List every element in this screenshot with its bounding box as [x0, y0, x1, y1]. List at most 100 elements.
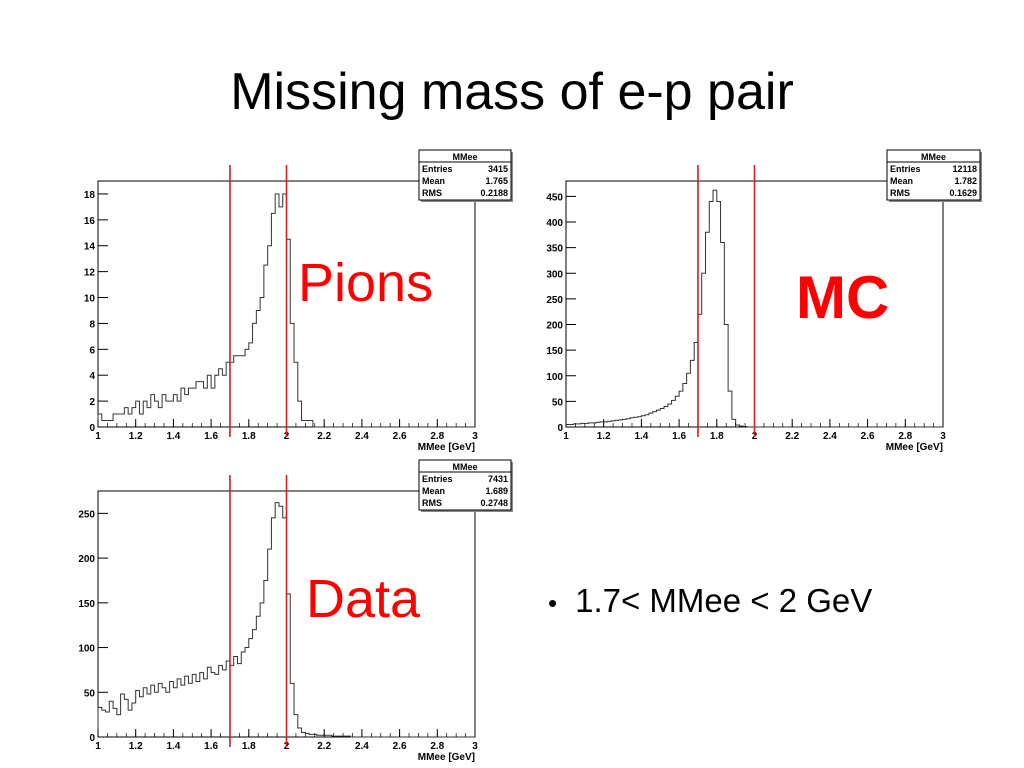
histogram-bin [660, 409, 664, 427]
histogram-bin [222, 670, 226, 737]
x-tick-label: 1.4 [166, 741, 180, 752]
histogram-bin [687, 373, 691, 427]
x-tick-label: 2.2 [317, 741, 331, 752]
histogram-bin [215, 674, 219, 737]
histogram-bin [260, 603, 264, 737]
y-tick-label: 6 [89, 345, 95, 356]
histogram-bin [260, 298, 264, 427]
slide-title: Missing mass of e-p pair [230, 63, 794, 121]
x-tick-label: 3 [472, 741, 478, 752]
histogram-bin [690, 360, 694, 427]
histogram-bin [268, 246, 272, 427]
histogram-bin [683, 383, 687, 427]
histogram-bin [162, 395, 166, 427]
x-tick-label: 2.8 [430, 741, 444, 752]
histogram-bin [268, 549, 272, 737]
stats-key: RMS [422, 498, 442, 508]
histogram-bin [207, 375, 211, 427]
histogram-bin [653, 412, 657, 427]
histogram-bin [271, 518, 275, 737]
stats-value: 12118 [952, 164, 977, 174]
stats-value: 1.689 [485, 486, 508, 496]
histogram-bin [147, 408, 151, 427]
y-tick-label: 350 [546, 244, 563, 255]
x-tick-label: 2.6 [393, 741, 407, 752]
histogram-bin [136, 690, 140, 737]
histogram-bin [166, 692, 170, 737]
stats-box [418, 149, 512, 201]
histogram-bin [271, 213, 275, 427]
histogram-bin [173, 688, 177, 737]
stats-value: 0.2748 [480, 498, 508, 508]
stats-value: 3415 [488, 164, 508, 174]
histogram-bin [638, 417, 642, 427]
histogram-bin [290, 683, 294, 737]
histogram-bin [589, 423, 593, 427]
panel-label-pions: Pions [298, 253, 434, 313]
y-tick-label: 450 [546, 192, 563, 203]
histogram-bin [600, 422, 604, 427]
histogram-bin [185, 395, 189, 427]
histogram-bin [132, 408, 136, 427]
histogram-bin [275, 503, 279, 737]
x-tick-label: 1.6 [204, 741, 218, 752]
histogram-bin [207, 667, 211, 737]
x-tick-label: 1.6 [204, 431, 218, 442]
histogram-bin [181, 685, 185, 737]
histogram-bin [294, 362, 298, 427]
histogram-bin [264, 265, 268, 427]
histogram-bin [128, 710, 132, 737]
histogram-bin [709, 202, 713, 428]
x-tick-label: 1 [563, 431, 569, 442]
stats-key: RMS [422, 188, 442, 198]
histogram-bin [641, 416, 645, 427]
histogram-bin [309, 421, 313, 427]
y-tick-label: 14 [84, 242, 96, 253]
x-tick-label: 1.8 [242, 741, 256, 752]
histogram-bin [158, 683, 162, 737]
x-tick-label: 2.2 [785, 431, 799, 442]
x-tick-label: 3 [940, 431, 946, 442]
stats-key: Entries [890, 164, 921, 174]
y-tick-label: 400 [546, 218, 563, 229]
histogram-bin [211, 388, 215, 427]
y-tick-label: 18 [84, 190, 96, 201]
histogram-bin [219, 665, 223, 737]
histogram-bin [151, 685, 155, 737]
histogram-bin [98, 707, 102, 737]
x-tick-label: 2.2 [317, 431, 331, 442]
histogram-bin [139, 697, 143, 737]
stats-key: Entries [422, 164, 453, 174]
histogram-bin [188, 388, 192, 427]
histogram-bin [102, 421, 106, 427]
histogram-bin [204, 679, 208, 737]
histogram-bin [675, 396, 679, 427]
histogram-bin [713, 190, 717, 427]
x-tick-label: 1.2 [129, 741, 143, 752]
stats-value: 1.765 [485, 176, 508, 186]
histogram-bin [279, 506, 283, 737]
histogram-bin [626, 419, 630, 427]
histogram-bin [596, 422, 600, 427]
histogram-bin [604, 422, 608, 427]
x-tick-label: 1.2 [129, 431, 143, 442]
y-tick-label: 0 [89, 733, 95, 744]
histogram-bin [173, 395, 177, 427]
y-tick-label: 0 [89, 423, 95, 434]
histogram-bin [256, 616, 260, 737]
histogram-bin [290, 323, 294, 427]
x-tick-label: 3 [472, 431, 478, 442]
stats-key: Mean [422, 486, 445, 496]
histogram-bin [181, 388, 185, 427]
stats-box-name: MMee [452, 152, 477, 162]
y-tick-label: 50 [552, 397, 564, 408]
histogram-bin [275, 194, 279, 427]
x-tick-label: 1.8 [710, 431, 724, 442]
histogram-bin [113, 708, 117, 737]
x-tick-label: 2.4 [355, 741, 369, 752]
histogram-bin [204, 388, 208, 427]
stats-box [418, 459, 512, 511]
